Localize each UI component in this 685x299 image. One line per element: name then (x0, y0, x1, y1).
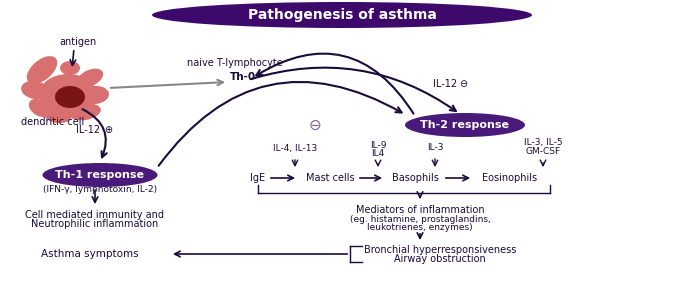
Text: Th-2 response: Th-2 response (421, 120, 510, 130)
Text: Cell mediated immunity and: Cell mediated immunity and (25, 210, 164, 220)
Ellipse shape (39, 74, 97, 116)
Ellipse shape (29, 99, 51, 117)
Ellipse shape (69, 104, 101, 120)
Text: IL-3, IL-5: IL-3, IL-5 (524, 138, 562, 147)
Text: dendritic cell: dendritic cell (21, 117, 85, 127)
Text: Eosinophils: Eosinophils (482, 173, 538, 183)
Ellipse shape (60, 61, 80, 75)
Text: Mediators of inflammation: Mediators of inflammation (356, 205, 484, 215)
Text: Neutrophilic inflammation: Neutrophilic inflammation (32, 219, 159, 229)
Text: leukotrienes, enzymes): leukotrienes, enzymes) (367, 222, 473, 231)
Ellipse shape (77, 69, 103, 87)
Text: IL-4, IL-13: IL-4, IL-13 (273, 144, 317, 152)
Text: ⊖: ⊖ (309, 118, 321, 132)
Ellipse shape (27, 56, 58, 84)
Text: antigen: antigen (60, 37, 97, 47)
Text: Basophils: Basophils (392, 173, 438, 183)
Text: IL-12: IL-12 (76, 125, 100, 135)
Text: Asthma symptoms: Asthma symptoms (41, 249, 139, 259)
Text: IgE: IgE (251, 173, 266, 183)
Ellipse shape (44, 107, 72, 123)
Text: Th-0: Th-0 (230, 72, 256, 82)
Ellipse shape (81, 86, 109, 104)
Text: ⊖: ⊖ (459, 79, 467, 89)
Text: IL-9: IL-9 (370, 141, 386, 150)
Ellipse shape (405, 113, 525, 137)
Text: Airway obstruction: Airway obstruction (394, 254, 486, 264)
Text: IL-12: IL-12 (433, 79, 457, 89)
Text: ⊕: ⊕ (104, 125, 112, 135)
Text: Mast cells: Mast cells (306, 173, 354, 183)
Text: IL-3: IL-3 (427, 144, 443, 152)
Text: Pathogenesis of asthma: Pathogenesis of asthma (247, 8, 436, 22)
Text: (eg. histamine, prostaglandins,: (eg. histamine, prostaglandins, (349, 214, 490, 223)
Text: Bronchial hyperresponsiveness: Bronchial hyperresponsiveness (364, 245, 516, 255)
Ellipse shape (152, 2, 532, 28)
Ellipse shape (21, 81, 49, 99)
Ellipse shape (55, 86, 85, 108)
Text: GM-CSF: GM-CSF (525, 147, 560, 156)
Text: (IFN-γ, lymphotoxin, IL-2): (IFN-γ, lymphotoxin, IL-2) (43, 185, 157, 195)
Text: Th-1 response: Th-1 response (55, 170, 145, 180)
Ellipse shape (42, 163, 158, 187)
Text: naive T-lymphocyte: naive T-lymphocyte (187, 58, 283, 68)
Text: IL4: IL4 (371, 150, 384, 158)
